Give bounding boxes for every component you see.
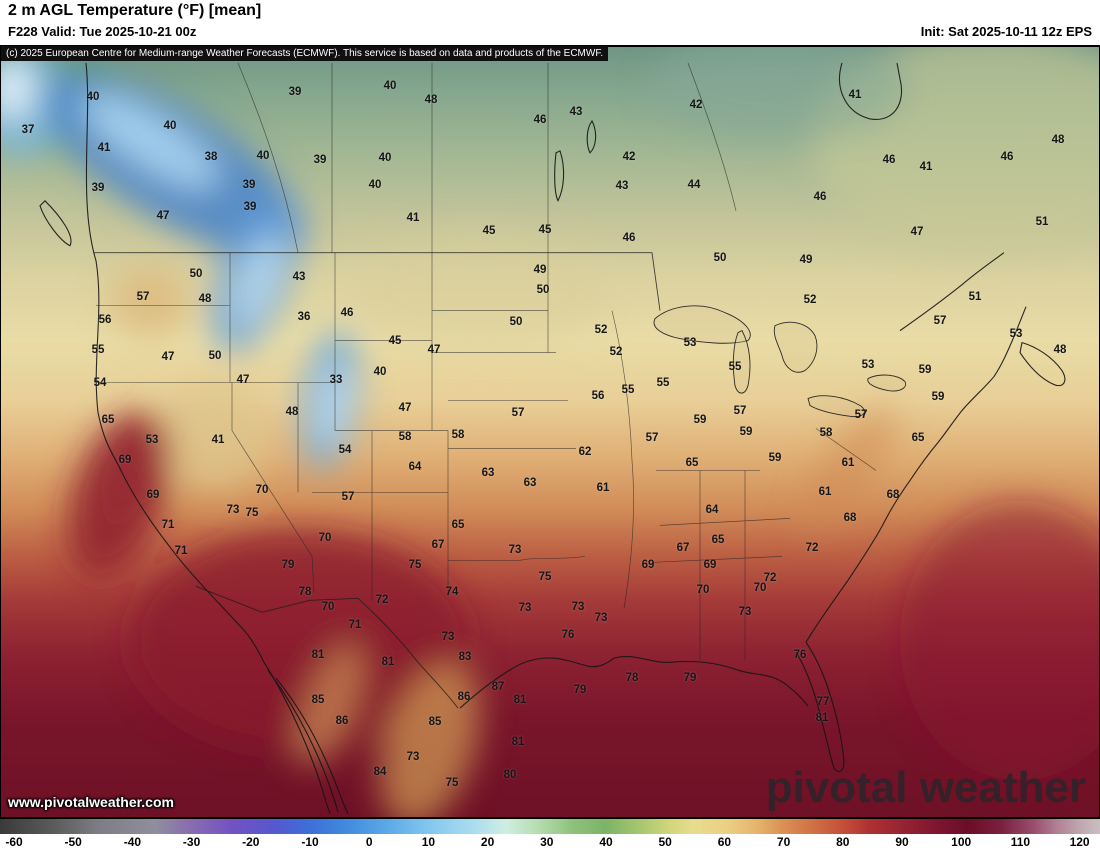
colorbar-tick: -30 bbox=[182, 835, 201, 849]
model-init-time: Init: Sat 2025-10-11 12z EPS bbox=[920, 24, 1092, 39]
pivotal-weather-watermark: pivotal weather bbox=[765, 763, 1086, 812]
colorbar-tick: -40 bbox=[123, 835, 142, 849]
map-canvas bbox=[0, 46, 1100, 818]
copyright-banner: (c) 2025 European Centre for Medium-rang… bbox=[1, 46, 609, 61]
colorbar-tick: 40 bbox=[599, 835, 613, 849]
coastlines bbox=[39, 62, 1066, 815]
temperature-map bbox=[0, 45, 1100, 818]
colorbar-tick: -20 bbox=[242, 835, 260, 849]
colorbar-tick: -10 bbox=[301, 835, 319, 849]
colorbar-tick: 60 bbox=[717, 835, 732, 849]
colorbar-tick: 0 bbox=[365, 835, 373, 849]
state-borders bbox=[96, 62, 877, 661]
forecast-valid-time: F228 Valid: Tue 2025-10-21 00z bbox=[8, 24, 197, 39]
colorbar-tick: -60 bbox=[5, 835, 23, 849]
colorbar-tick-labels: -60 -50 -40 -30 -20 -10 0 10 20 30 40 50 60 70 80 90 100… bbox=[0, 835, 1100, 850]
colorbar-tick: 120 bbox=[1069, 835, 1090, 849]
colorbar-tick: 50 bbox=[658, 835, 672, 849]
colorbar-tick: 80 bbox=[836, 835, 850, 849]
colorbar-tick: 70 bbox=[776, 835, 791, 849]
colorbar-tick: -50 bbox=[64, 835, 82, 849]
website-url: www.pivotalweather.com bbox=[8, 794, 174, 810]
colorbar-tick: 90 bbox=[895, 835, 909, 849]
colorbar-tick: 10 bbox=[421, 835, 436, 849]
colorbar-tick: 110 bbox=[1010, 835, 1031, 849]
temperature-colorbar bbox=[0, 818, 1100, 834]
page-title: 2 m AGL Temperature (°F) [mean] bbox=[8, 2, 262, 19]
colorbar-tick: 20 bbox=[480, 835, 495, 849]
colorbar-tick: 30 bbox=[540, 835, 554, 849]
national-borders bbox=[94, 252, 661, 709]
great-lakes bbox=[653, 305, 907, 417]
temperature-anomaly-blobs bbox=[0, 46, 1100, 818]
colorbar-tick: 100 bbox=[951, 835, 972, 849]
